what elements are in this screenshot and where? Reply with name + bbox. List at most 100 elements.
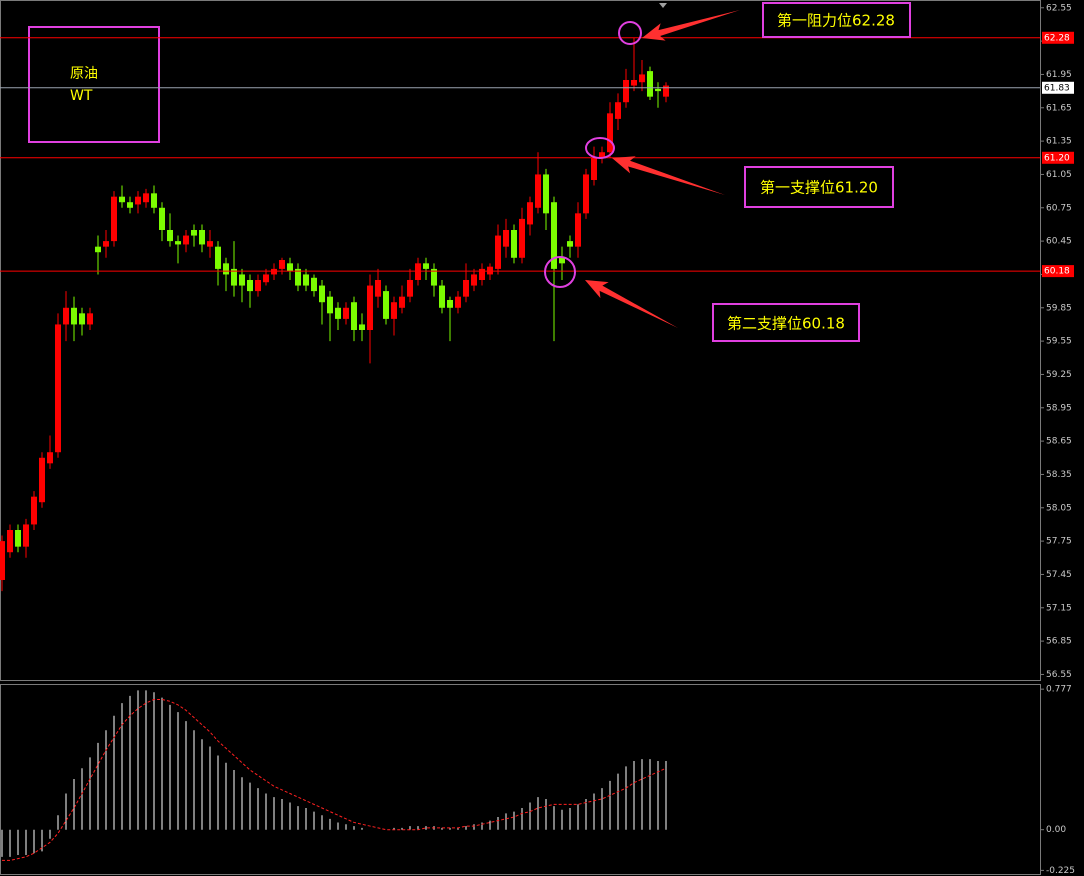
candle-body bbox=[607, 113, 613, 153]
candle-body bbox=[127, 202, 133, 208]
candle-body bbox=[343, 307, 349, 319]
candle-body bbox=[471, 274, 477, 286]
candle-body bbox=[543, 174, 549, 214]
y-tick-label: 59.55 bbox=[1046, 337, 1072, 347]
candle-body bbox=[271, 268, 277, 275]
candle-body bbox=[391, 302, 397, 319]
candle-body bbox=[447, 300, 453, 308]
candle-body bbox=[647, 71, 653, 97]
candle-body bbox=[39, 457, 45, 503]
candle-body bbox=[55, 324, 61, 453]
candle-body bbox=[191, 230, 197, 236]
y-tick-label: 57.15 bbox=[1046, 603, 1072, 613]
candle-body bbox=[487, 266, 493, 275]
sub-frame bbox=[0, 684, 1041, 875]
y-tick-label: -0.225 bbox=[1046, 866, 1075, 876]
candle-body bbox=[351, 302, 357, 330]
candle-body bbox=[519, 218, 525, 258]
candle-body bbox=[175, 241, 181, 245]
level-tag bbox=[1042, 265, 1074, 278]
current-price-label: 61.83 bbox=[1044, 83, 1070, 93]
candle-body bbox=[255, 280, 261, 292]
annotation: 第一阻力位62.28 bbox=[777, 12, 895, 30]
candle-body bbox=[527, 202, 533, 225]
level-label: 62.28 bbox=[1044, 33, 1070, 43]
candle-body bbox=[239, 274, 245, 286]
candle-body bbox=[591, 157, 597, 180]
candle-body bbox=[567, 241, 573, 247]
candle-body bbox=[359, 324, 365, 330]
candle-body bbox=[183, 235, 189, 245]
level-label: 61.20 bbox=[1044, 153, 1070, 163]
y-tick-label: 0.00 bbox=[1046, 825, 1066, 835]
candle-body bbox=[199, 230, 205, 245]
annotations: 第一阻力位62.28 第一支撑位61.20 第二支撑位60.18 bbox=[544, 2, 911, 342]
candle-body bbox=[415, 263, 421, 280]
label-line: WT bbox=[70, 88, 93, 104]
candle-body bbox=[87, 313, 93, 325]
candle-body bbox=[207, 241, 213, 247]
candle-body bbox=[463, 280, 469, 297]
candle-body bbox=[375, 280, 381, 297]
candle-body bbox=[231, 268, 237, 286]
candle-body bbox=[247, 280, 253, 292]
y-tick-label: 57.45 bbox=[1046, 570, 1072, 580]
level-tag bbox=[1042, 151, 1074, 164]
candle-body bbox=[383, 291, 389, 319]
y-tick-label: 62.55 bbox=[1046, 3, 1072, 13]
candle-body bbox=[327, 296, 333, 314]
candle-body bbox=[15, 530, 21, 547]
highlight-circle bbox=[585, 137, 615, 159]
candle-body bbox=[431, 268, 437, 286]
annotation: 第二支撑位60.18 bbox=[727, 315, 845, 333]
y-tick-label: 58.35 bbox=[1046, 470, 1072, 480]
candle-body bbox=[143, 193, 149, 203]
candle-body bbox=[583, 174, 589, 214]
y-tick-label: 56.85 bbox=[1046, 637, 1072, 647]
y-tick-label: 58.65 bbox=[1046, 437, 1072, 447]
candle-body bbox=[79, 313, 85, 325]
candle-body bbox=[111, 196, 117, 242]
candle-body bbox=[455, 296, 461, 308]
arrow bbox=[612, 156, 725, 195]
candle-body bbox=[119, 196, 125, 203]
candle-body bbox=[0, 541, 5, 580]
candle-body bbox=[303, 274, 309, 286]
candle-body bbox=[623, 80, 629, 103]
candle-body bbox=[47, 452, 53, 464]
level-label: 60.18 bbox=[1044, 267, 1070, 277]
y-tick-label: 0.777 bbox=[1046, 685, 1072, 695]
annotation-box bbox=[712, 303, 860, 342]
candle-body bbox=[663, 85, 669, 97]
candle-body bbox=[287, 263, 293, 272]
y-tick-label: 59.25 bbox=[1046, 370, 1072, 380]
arrow bbox=[585, 280, 678, 328]
candle-body bbox=[615, 102, 621, 119]
candle-body bbox=[151, 193, 157, 208]
y-tick-label: 57.75 bbox=[1046, 537, 1072, 547]
candle-body bbox=[31, 496, 37, 525]
level-tag bbox=[1042, 31, 1074, 44]
label-box bbox=[28, 26, 160, 143]
candle-body bbox=[135, 196, 141, 205]
y-tick-label: 61.35 bbox=[1046, 137, 1072, 147]
candle-body bbox=[423, 263, 429, 269]
candle-body bbox=[335, 307, 341, 319]
main-frame bbox=[0, 0, 1041, 681]
y-tick-label: 61.05 bbox=[1046, 170, 1072, 180]
arrow bbox=[642, 10, 740, 41]
y-tick-label: 60.75 bbox=[1046, 203, 1072, 213]
y-tick-label: 60.45 bbox=[1046, 237, 1072, 247]
candle-body bbox=[407, 280, 413, 297]
candle-body bbox=[479, 268, 485, 280]
y-tick-label: 61.95 bbox=[1046, 70, 1072, 80]
candle-body bbox=[399, 296, 405, 308]
candle-body bbox=[311, 277, 317, 292]
candle-body bbox=[215, 246, 221, 269]
candle-body bbox=[535, 174, 541, 208]
candle-body bbox=[559, 257, 565, 264]
y-tick-label: 58.05 bbox=[1046, 503, 1072, 513]
candle-body bbox=[263, 274, 269, 283]
